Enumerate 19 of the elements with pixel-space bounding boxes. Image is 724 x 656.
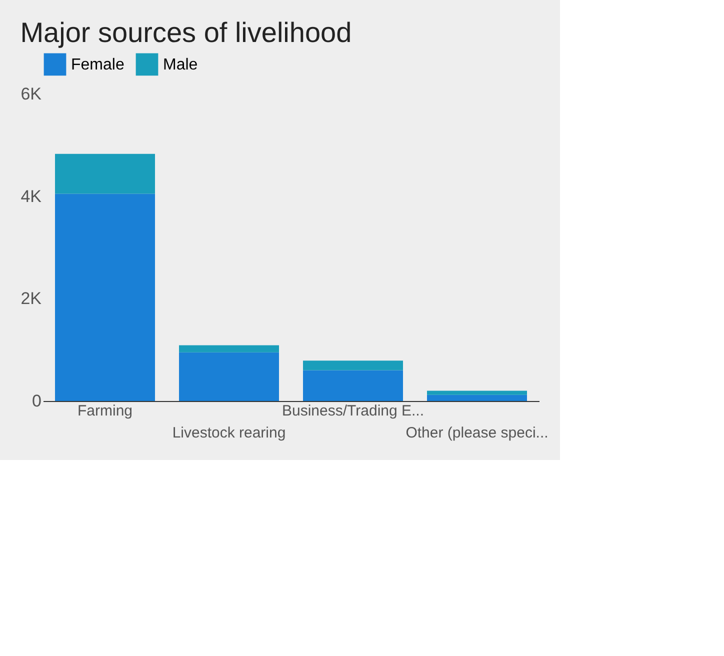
bar [179,345,279,352]
y-tick-label: 0 [32,392,42,410]
y-tick-label: 4K [20,186,42,206]
bar [427,394,527,401]
x-tick-label: Business/Trading E... [282,402,424,420]
legend-label: Male [163,56,198,74]
y-tick-label: 6K [20,84,42,104]
legend-label: Female [71,56,124,74]
x-tick-label: Other (please speci... [406,424,548,442]
y-tick-label: 2K [20,289,42,308]
bar [179,352,279,401]
x-tick-label: Livestock rearing [172,424,286,442]
bar [303,370,403,401]
chart-title: Major sources of livelihood [20,17,352,48]
x-tick-label: Farming [77,402,133,420]
bar [303,360,403,370]
bar [427,390,527,395]
bar [55,194,155,401]
bar [55,154,155,194]
